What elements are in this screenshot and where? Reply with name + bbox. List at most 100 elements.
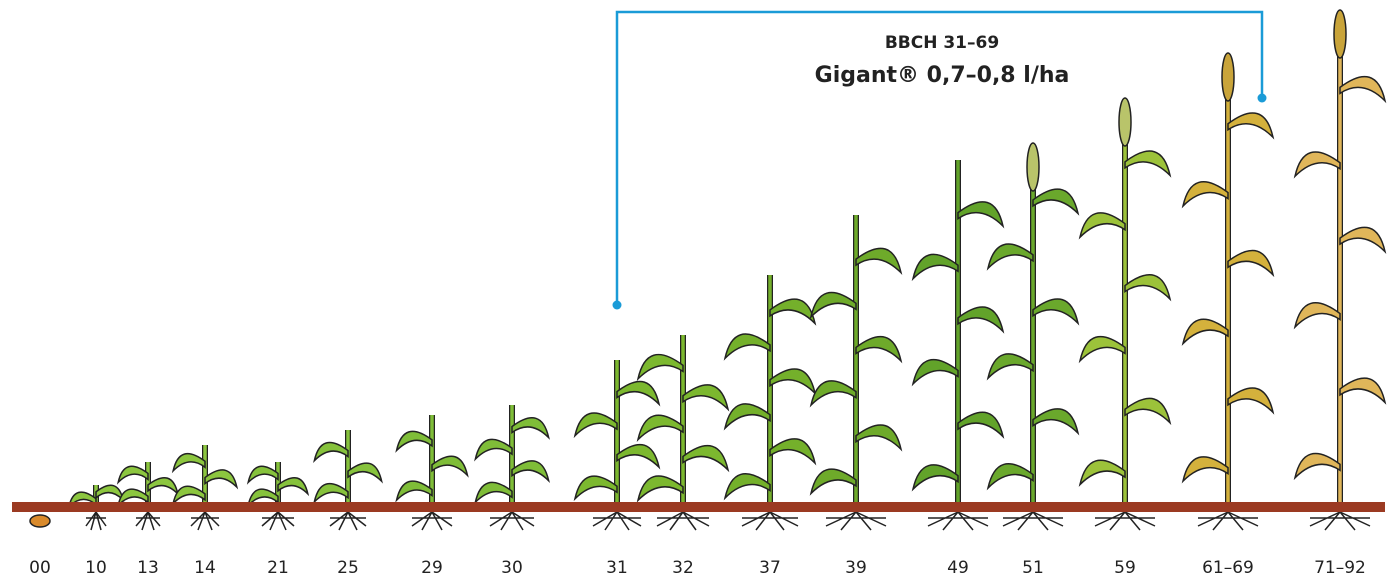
leaf — [911, 359, 959, 387]
ear — [1118, 97, 1132, 147]
leaf — [1293, 302, 1341, 330]
leaf — [313, 482, 349, 505]
leaf — [1181, 456, 1229, 484]
leaf — [986, 463, 1034, 491]
roots — [190, 511, 220, 531]
leaf — [911, 253, 959, 282]
leaf — [511, 417, 550, 440]
bracket-end-dot — [1257, 93, 1267, 103]
leaf — [313, 441, 349, 464]
plant — [723, 275, 817, 531]
leaf — [1293, 452, 1341, 481]
stage-label: 10 — [85, 558, 107, 578]
plant — [573, 360, 661, 531]
plant — [395, 415, 469, 531]
leaf — [204, 469, 239, 490]
leaf — [855, 424, 903, 452]
plant — [474, 405, 550, 531]
plant — [246, 462, 310, 531]
leaf — [636, 475, 684, 503]
leaf — [1227, 112, 1275, 140]
leaf — [616, 443, 661, 470]
roots — [1197, 511, 1259, 531]
leaf — [395, 430, 433, 453]
seed — [29, 514, 51, 528]
roots — [329, 511, 367, 531]
leaf — [147, 476, 180, 497]
leaf — [171, 485, 206, 506]
leaf — [347, 462, 383, 484]
stage-label: 31 — [606, 558, 628, 578]
bracket-start-dot — [612, 300, 622, 310]
ear — [1333, 9, 1347, 59]
leaf — [1032, 408, 1080, 436]
leaf — [636, 353, 684, 382]
roots — [1094, 511, 1156, 531]
plant — [986, 142, 1080, 531]
stage-label: 49 — [947, 558, 969, 578]
roots — [927, 511, 989, 531]
plant — [1293, 9, 1387, 531]
leaf — [769, 368, 817, 396]
leaf — [809, 291, 857, 320]
ear — [1221, 52, 1235, 102]
roots — [1309, 511, 1371, 531]
stage-label: 13 — [137, 558, 159, 578]
leaf — [769, 298, 817, 326]
roots — [411, 511, 453, 531]
leaf — [1032, 188, 1080, 216]
roots — [656, 511, 710, 531]
leaf — [1124, 397, 1172, 426]
leaf — [511, 460, 550, 484]
leaf — [723, 403, 771, 431]
roots — [1002, 511, 1064, 531]
leaf — [1078, 335, 1126, 364]
stage-label: 71–92 — [1314, 558, 1366, 578]
leaf — [911, 464, 959, 492]
leaf — [246, 465, 279, 485]
stage-label: 59 — [1114, 558, 1136, 578]
roots — [261, 511, 295, 531]
leaf — [1339, 75, 1387, 104]
leaf — [723, 333, 771, 361]
leaf — [957, 201, 1005, 229]
leaf — [1339, 226, 1387, 255]
roots — [85, 511, 107, 531]
plant — [1181, 52, 1275, 531]
stage-label: 61–69 — [1202, 558, 1254, 578]
roots — [825, 511, 887, 531]
ear — [1026, 142, 1040, 192]
leaf — [573, 475, 618, 502]
leaf — [1339, 377, 1387, 405]
leaf — [769, 438, 817, 466]
leaf — [855, 336, 903, 364]
leaf — [682, 445, 730, 473]
leaf — [957, 411, 1005, 439]
leaf — [474, 438, 513, 462]
stage-label: 32 — [672, 558, 694, 578]
leaf — [1181, 318, 1229, 346]
soil-line — [12, 502, 1385, 512]
leaf — [1078, 459, 1126, 487]
leaf — [573, 412, 618, 439]
leaf — [1124, 274, 1172, 302]
leaf — [723, 473, 771, 501]
leaf — [809, 380, 857, 408]
leaf — [636, 414, 684, 442]
stage-label: 00 — [29, 558, 51, 578]
leaf — [682, 384, 730, 412]
plant — [1078, 97, 1172, 531]
leaf — [986, 243, 1034, 271]
stage-label: 14 — [194, 558, 216, 578]
bracket-subtitle: Gigant® 0,7–0,8 l/ha — [815, 63, 1070, 88]
leaf — [957, 306, 1005, 334]
leaf — [95, 484, 125, 503]
plant — [171, 445, 239, 531]
roots — [135, 511, 161, 531]
leaf — [277, 476, 310, 497]
plants — [29, 9, 1387, 531]
leaf — [1227, 249, 1275, 278]
leaf — [986, 353, 1034, 381]
